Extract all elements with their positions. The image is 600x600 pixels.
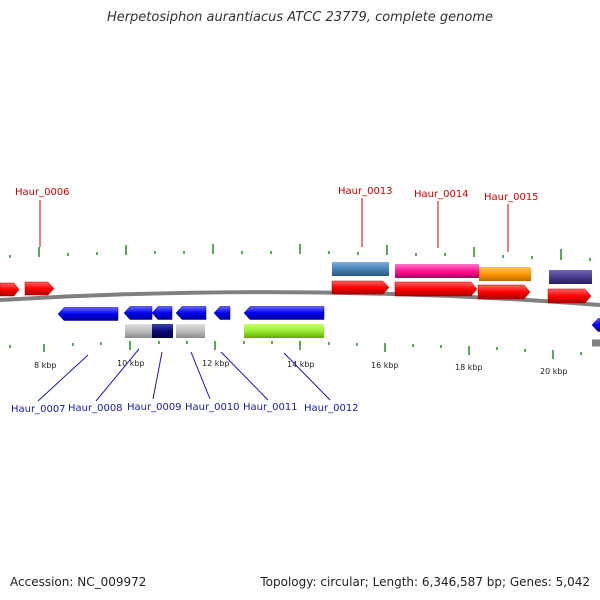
- kbp-label: 18 kbp: [455, 363, 483, 372]
- kbp-label: 12 kbp: [202, 359, 230, 368]
- gene-label: Haur_0011: [243, 402, 298, 413]
- gene-label: Haur_0014: [414, 189, 469, 200]
- gene-label: Haur_0008: [68, 403, 123, 414]
- accession-text: Accession: NC_009972: [10, 575, 147, 589]
- cog-bar: [549, 270, 592, 284]
- forward-cog-bars: [332, 262, 592, 284]
- bottom-ticks: [9, 341, 582, 359]
- reverse-genes: [57, 306, 600, 332]
- gene-arrow: [477, 284, 531, 300]
- gene-arrow: [331, 280, 390, 295]
- kbp-label: 14 kbp: [287, 360, 315, 369]
- gene-label: Haur_0012: [304, 403, 359, 414]
- gene-arrow: [243, 306, 325, 320]
- top-ticks: [9, 244, 591, 261]
- genome-backbone: [0, 290, 600, 307]
- gene-arrow: [175, 306, 207, 320]
- top-labels: Haur_0006 Haur_0013 Haur_0014 Haur_0015: [15, 186, 539, 252]
- cog-bar: [479, 267, 531, 281]
- gene-arrow: [0, 282, 20, 297]
- reverse-cog-bars: [125, 324, 324, 338]
- map-title: Herpetosiphon aurantiacus ATCC 23779, co…: [106, 10, 494, 25]
- gene-label: Haur_0009: [127, 402, 182, 413]
- gene-label: Haur_0015: [484, 192, 539, 203]
- gene-arrow: [213, 306, 231, 320]
- gene-arrow: [123, 306, 153, 320]
- gene-arrow: [591, 318, 600, 332]
- cog-bar: [244, 324, 324, 338]
- cog-bar: [332, 262, 389, 276]
- gene-arrow: [547, 288, 592, 304]
- gene-arrow: [394, 281, 478, 297]
- bottom-labels: Haur_0007 Haur_0008 Haur_0009 Haur_0010 …: [11, 348, 359, 415]
- cog-bar: [125, 324, 152, 338]
- gene-label: Haur_0010: [185, 402, 240, 413]
- gene-label: Haur_0013: [338, 186, 393, 197]
- cog-bar: [176, 324, 205, 338]
- cog-bar: [152, 324, 173, 338]
- kbp-label: 8 kbp: [34, 361, 56, 370]
- kbp-label: 20 kbp: [540, 367, 568, 376]
- gene-arrow: [151, 306, 173, 320]
- gene-label: Haur_0007: [11, 404, 66, 415]
- kbp-label: 16 kbp: [371, 361, 399, 370]
- kbp-scale: 8 kbp 10 kbp 12 kbp 14 kbp 16 kbp 18 kbp…: [34, 359, 568, 376]
- forward-genes: [0, 280, 592, 304]
- kbp-label: 10 kbp: [117, 359, 145, 368]
- gene-arrow: [57, 307, 119, 321]
- topology-text: Topology: circular; Length: 6,346,587 bp…: [260, 575, 590, 589]
- gene-arrow: [24, 281, 55, 296]
- gene-label: Haur_0006: [15, 187, 70, 198]
- cog-bar: [395, 264, 479, 278]
